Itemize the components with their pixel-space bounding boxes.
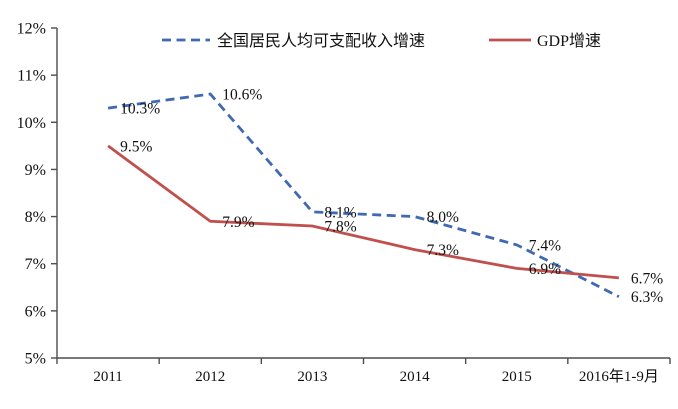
data-label-income-growth-0: 10.3% <box>120 101 160 118</box>
x-tick-label-5: 2016年1-9月 <box>579 368 659 385</box>
y-tick-label: 11% <box>17 68 46 85</box>
x-tick-label-2: 2013 <box>297 369 327 385</box>
x-tick-label-4: 2015 <box>502 369 532 385</box>
x-tick-label-3: 2014 <box>400 369 431 385</box>
y-tick-label: 8% <box>25 209 46 226</box>
data-label-gdp-growth-5: 6.7% <box>631 270 663 287</box>
legend-label-gdp-growth: GDP增速 <box>537 32 601 50</box>
series-line-gdp-growth <box>107 144 620 280</box>
data-label-income-growth-5: 6.3% <box>631 289 663 306</box>
series-line-income-growth <box>107 92 620 298</box>
y-tick-label: 6% <box>25 303 46 320</box>
legend-label-income-growth: 全国居民人均可支配收入增速 <box>217 32 425 50</box>
data-label-income-growth-4: 7.4% <box>529 237 561 254</box>
data-label-income-growth-3: 8.0% <box>427 209 459 226</box>
data-label-gdp-growth-1: 7.9% <box>222 214 254 231</box>
data-label-income-growth-2: 8.1% <box>324 204 356 221</box>
y-tick-label: 12% <box>17 21 46 38</box>
data-label-gdp-growth-2: 7.8% <box>324 219 356 236</box>
data-label-income-growth-1: 10.6% <box>222 87 262 104</box>
y-tick-label: 10% <box>17 115 46 132</box>
data-label-gdp-growth-4: 6.9% <box>529 261 561 278</box>
x-tick-label-1: 2012 <box>195 369 225 385</box>
y-tick-label: 9% <box>25 162 46 179</box>
data-label-gdp-growth-0: 9.5% <box>120 138 152 155</box>
y-tick-label: 5% <box>25 351 46 368</box>
y-tick-label: 7% <box>25 256 46 273</box>
data-label-gdp-growth-3: 7.3% <box>427 242 459 259</box>
x-tick-label-0: 2011 <box>93 369 122 385</box>
